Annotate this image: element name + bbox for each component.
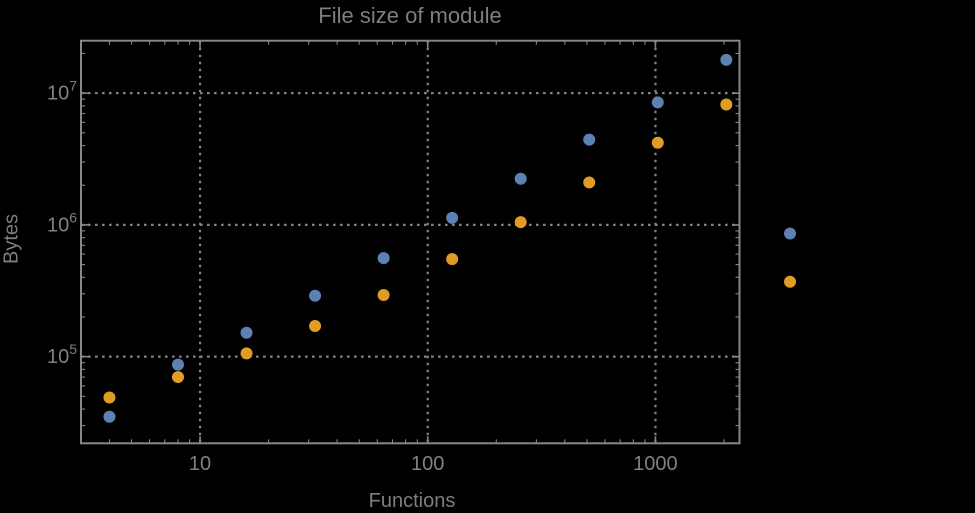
data-point-orange	[720, 98, 733, 111]
data-point-blue	[514, 172, 527, 185]
data-point-orange	[103, 391, 116, 404]
data-point-blue	[240, 326, 253, 339]
data-point-orange	[171, 371, 184, 384]
data-point-orange	[240, 347, 253, 360]
plot-frame	[80, 39, 741, 445]
data-point-blue	[171, 358, 184, 371]
y-axis-label: Bytes	[0, 213, 23, 265]
data-point-blue	[651, 96, 664, 109]
data-point-orange	[583, 176, 596, 189]
x-tick-label: 1000	[633, 453, 678, 475]
data-point-orange	[651, 136, 664, 149]
y-tick-label: 105	[47, 341, 77, 368]
x-tick-label: 10	[189, 453, 211, 475]
data-point-orange	[514, 216, 527, 229]
x-tick-label: 100	[411, 453, 444, 475]
data-point-blue	[446, 211, 459, 224]
data-point-blue	[309, 289, 322, 302]
data-point-orange	[446, 253, 459, 266]
data-point-blue	[720, 53, 733, 66]
data-point-blue	[784, 227, 797, 240]
data-point-blue	[377, 252, 390, 265]
y-tick-label: 106	[47, 209, 77, 236]
data-point-blue	[103, 410, 116, 423]
data-point-orange	[784, 275, 797, 288]
x-axis-label: Functions	[368, 490, 456, 512]
chart-title: File size of module	[318, 3, 502, 28]
data-point-orange	[309, 319, 322, 332]
y-tick-label: 107	[47, 78, 77, 105]
data-point-orange	[377, 288, 390, 301]
data-point-blue	[583, 133, 596, 146]
